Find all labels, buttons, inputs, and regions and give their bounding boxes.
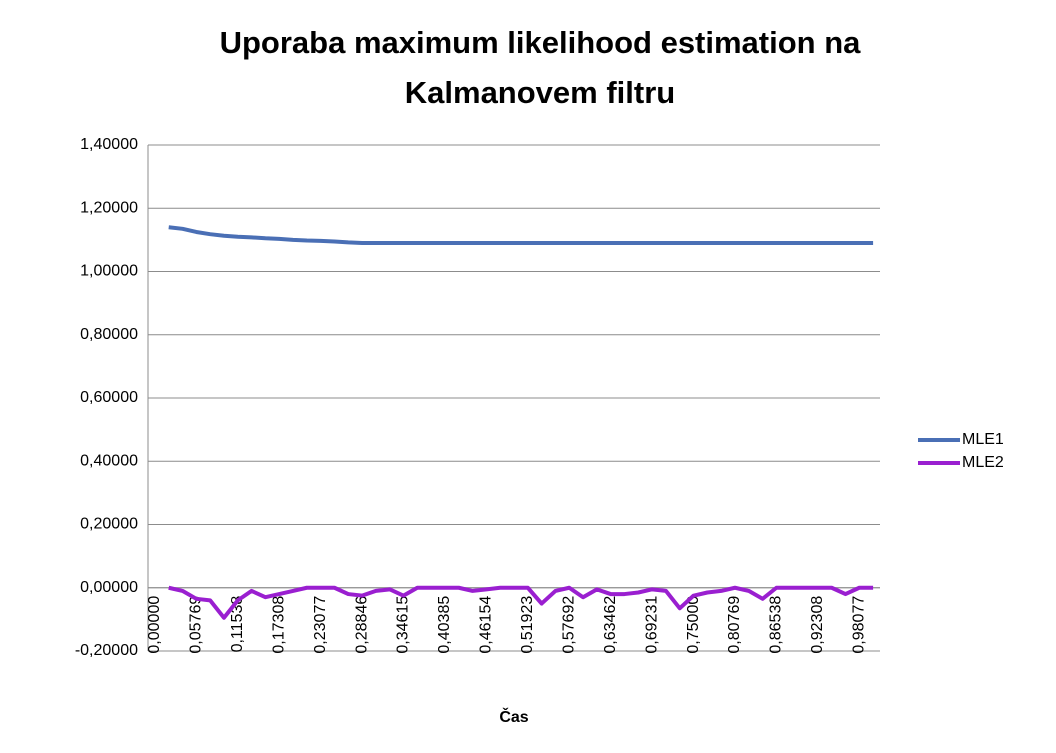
x-tick-label: 0,75000 — [685, 596, 702, 654]
x-tick-label: 0,80769 — [726, 596, 743, 654]
x-tick-label: 0,69231 — [643, 596, 660, 654]
chart-title: Uporaba maximum likelihood estimation na… — [219, 25, 861, 110]
y-tick-label: 0,20000 — [80, 516, 138, 533]
x-tick-label: 0,86538 — [768, 596, 785, 654]
x-tick-label: 0,05769 — [188, 596, 205, 654]
x-tick-label: 0,17308 — [270, 596, 287, 654]
legend-label: MLE1 — [962, 431, 1004, 448]
y-tick-label: 1,00000 — [80, 263, 138, 280]
x-tick-label: 0,92308 — [809, 596, 826, 654]
x-tick-label: 0,34615 — [395, 596, 412, 654]
x-tick-label: 0,51923 — [519, 596, 536, 654]
x-tick-label: 0,11538 — [229, 596, 246, 653]
line-series — [168, 585, 874, 620]
line-series — [168, 225, 874, 246]
legend-label: MLE2 — [962, 454, 1004, 471]
x-tick-label: 0,40385 — [436, 596, 453, 654]
y-tick-label: 0,00000 — [80, 579, 138, 596]
x-tick-label: 0,63462 — [602, 596, 619, 654]
x-tick-label: 0,23077 — [312, 596, 329, 654]
x-tick-label: 0,98077 — [851, 596, 868, 654]
x-tick-label: 0,28846 — [353, 596, 370, 654]
y-tick-label: 0,40000 — [80, 452, 138, 469]
x-tick-label: 0,57692 — [560, 596, 577, 654]
y-tick-label: 1,20000 — [80, 199, 138, 216]
x-tick-label: 0,46154 — [478, 596, 495, 654]
x-tick-label: 0,00000 — [146, 596, 163, 654]
y-tick-label: -0,20000 — [75, 642, 138, 659]
y-tick-label: 1,40000 — [80, 136, 138, 153]
y-tick-label: 0,80000 — [80, 326, 138, 343]
y-tick-label: 0,60000 — [80, 389, 138, 406]
x-axis-label: Čas — [499, 707, 528, 726]
